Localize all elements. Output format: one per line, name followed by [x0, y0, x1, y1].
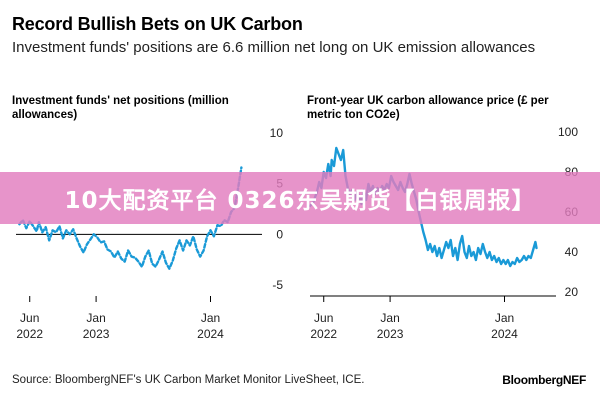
page-title: Record Bullish Bets on UK Carbon: [12, 14, 303, 34]
right-x-tick-label: Jan: [380, 311, 399, 325]
right-y-tick-label: 100: [558, 125, 578, 139]
brand-logo: BloombergNEF: [502, 373, 586, 387]
right-x-tick-label: Jun: [314, 311, 333, 325]
left-x-tick-label: 2022: [16, 327, 43, 341]
right-x-tick-label: Jan: [495, 311, 514, 325]
left-x-tick-label: Jan: [201, 311, 220, 325]
left-y-tick-label: -5: [272, 278, 283, 292]
left-y-tick-label: 10: [270, 126, 284, 140]
overlay-banner: 10大配资平台 0326东吴期货【白银周报】: [0, 172, 600, 224]
right-chart-title: Front-year UK carbon allowance price (£ …: [307, 95, 549, 121]
left-chart-title: Investment funds' net positions (million…: [12, 95, 229, 121]
left-x-tick-label: Jun: [20, 311, 39, 325]
right-x-tick-label: 2024: [491, 327, 518, 341]
left-y-tick-label: 0: [276, 227, 283, 241]
source-note: Source: BloombergNEF's UK Carbon Market …: [12, 374, 365, 386]
right-x-tick-label: 2023: [377, 327, 404, 341]
left-x-tick-label: Jan: [86, 311, 105, 325]
left-series-line: [18, 166, 243, 270]
right-y-tick-label: 40: [565, 245, 579, 259]
page-subtitle: Investment funds' positions are 6.6 mill…: [12, 39, 536, 56]
right-y-tick-label: 20: [565, 285, 579, 299]
left-x-tick-label: 2024: [197, 327, 224, 341]
right-x-tick-label: 2022: [310, 327, 337, 341]
left-x-tick-label: 2023: [83, 327, 110, 341]
